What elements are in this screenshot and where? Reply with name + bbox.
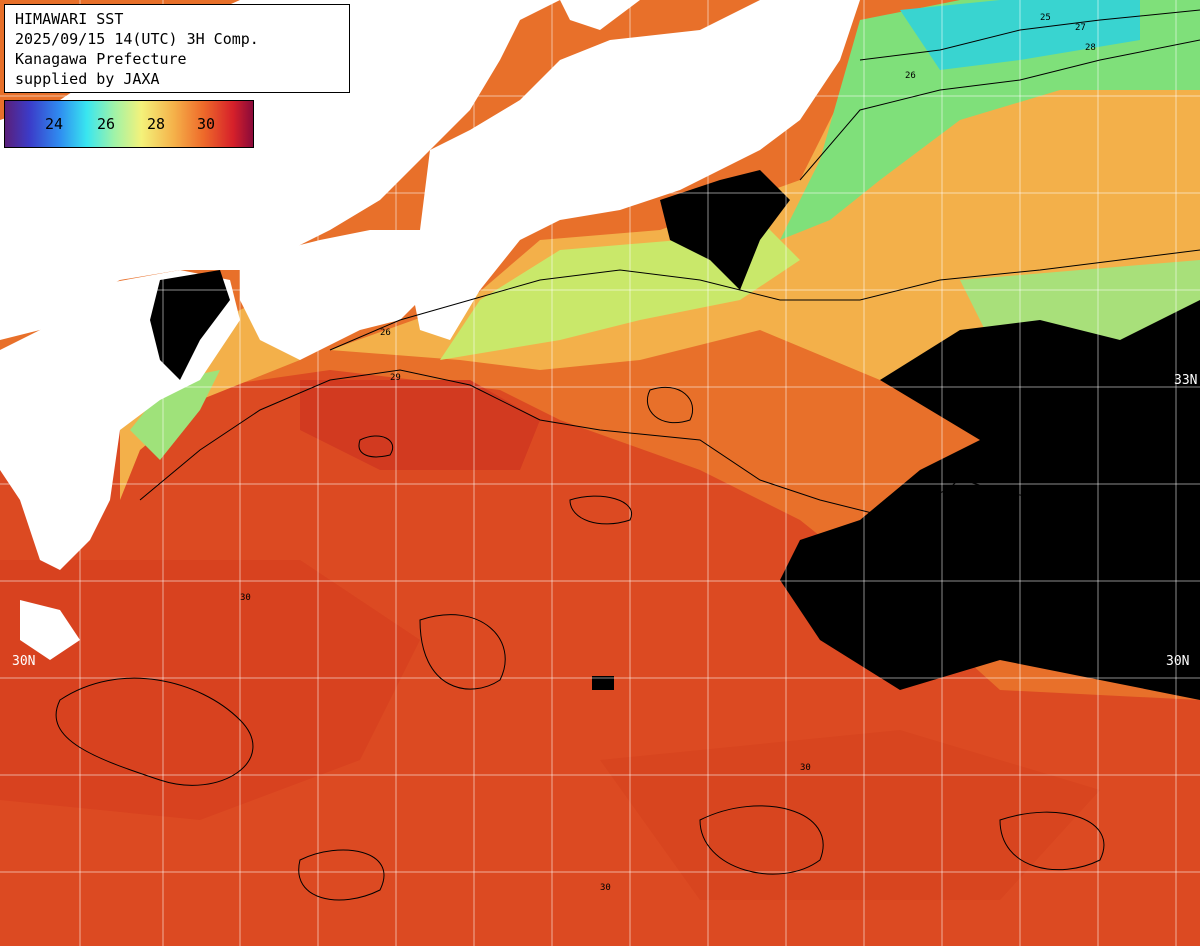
info-panel: HIMAWARI SST 2025/09/15 14(UTC) 3H Comp.… xyxy=(4,4,350,93)
land-central-honshu xyxy=(410,0,860,340)
contour-label-group: 27 28 29 30 26 25 26 30 30 xyxy=(240,13,1096,893)
land-kyushu-edge xyxy=(0,370,40,440)
cloud-mask-west xyxy=(150,270,230,380)
mild-water-west xyxy=(120,300,330,500)
timestamp: 2025/09/15 14(UTC) 3H Comp. xyxy=(15,30,259,48)
land-north xyxy=(560,0,640,30)
region-name: Kanagawa Prefecture xyxy=(15,50,187,68)
latitude-label-30n-right: 30N xyxy=(1166,654,1190,669)
latitude-label-30n-left: 30N xyxy=(12,654,36,669)
land-island-south xyxy=(20,600,80,660)
latitude-label-33n-right: 33N xyxy=(1174,373,1198,388)
contour-label: 26 xyxy=(905,71,916,81)
isotherm-contours xyxy=(55,9,1200,901)
legend-label-30: 30 xyxy=(197,115,216,133)
color-scale-legend: 24 26 28 30 xyxy=(4,100,254,148)
contour-label: 30 xyxy=(240,593,251,603)
cool-water-west xyxy=(130,370,220,460)
contour-label: 25 xyxy=(1040,13,1051,23)
hot-spot-region-2 xyxy=(0,560,420,820)
cloud-speck xyxy=(592,676,614,690)
contour-label: 28 xyxy=(1085,43,1096,53)
land-kii-region xyxy=(240,230,440,360)
legend-label-28: 28 xyxy=(147,115,166,133)
contour-label: 29 xyxy=(390,373,401,383)
legend-label-24: 24 xyxy=(45,115,64,133)
cloud-mask-east xyxy=(780,300,1200,700)
cloud-mask-bay xyxy=(660,170,790,290)
hot-spot-region xyxy=(300,380,540,470)
data-source: supplied by JAXA xyxy=(15,70,160,88)
contour-label: 26 xyxy=(380,328,391,338)
contour-label: 27 xyxy=(1075,23,1086,33)
legend-label-26: 26 xyxy=(97,115,116,133)
hot-spot-region-3 xyxy=(600,730,1100,900)
contour-label: 30 xyxy=(800,763,811,773)
product-title: HIMAWARI SST xyxy=(15,10,124,28)
contour-label: 30 xyxy=(600,883,611,893)
cool-water-region xyxy=(780,0,1200,240)
